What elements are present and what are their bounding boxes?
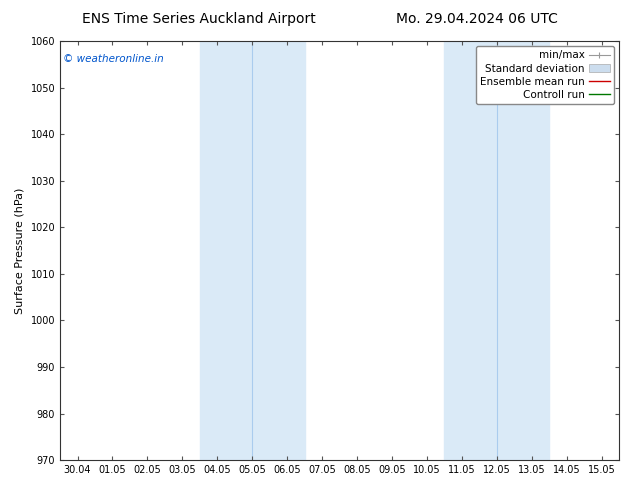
Bar xyxy=(200,41,304,460)
Legend: min/max, Standard deviation, Ensemble mean run, Controll run: min/max, Standard deviation, Ensemble me… xyxy=(476,46,614,104)
Text: © weatheronline.in: © weatheronline.in xyxy=(63,53,164,64)
Bar xyxy=(444,41,549,460)
Text: ENS Time Series Auckland Airport: ENS Time Series Auckland Airport xyxy=(82,12,316,26)
Y-axis label: Surface Pressure (hPa): Surface Pressure (hPa) xyxy=(15,187,25,314)
Text: Mo. 29.04.2024 06 UTC: Mo. 29.04.2024 06 UTC xyxy=(396,12,558,26)
